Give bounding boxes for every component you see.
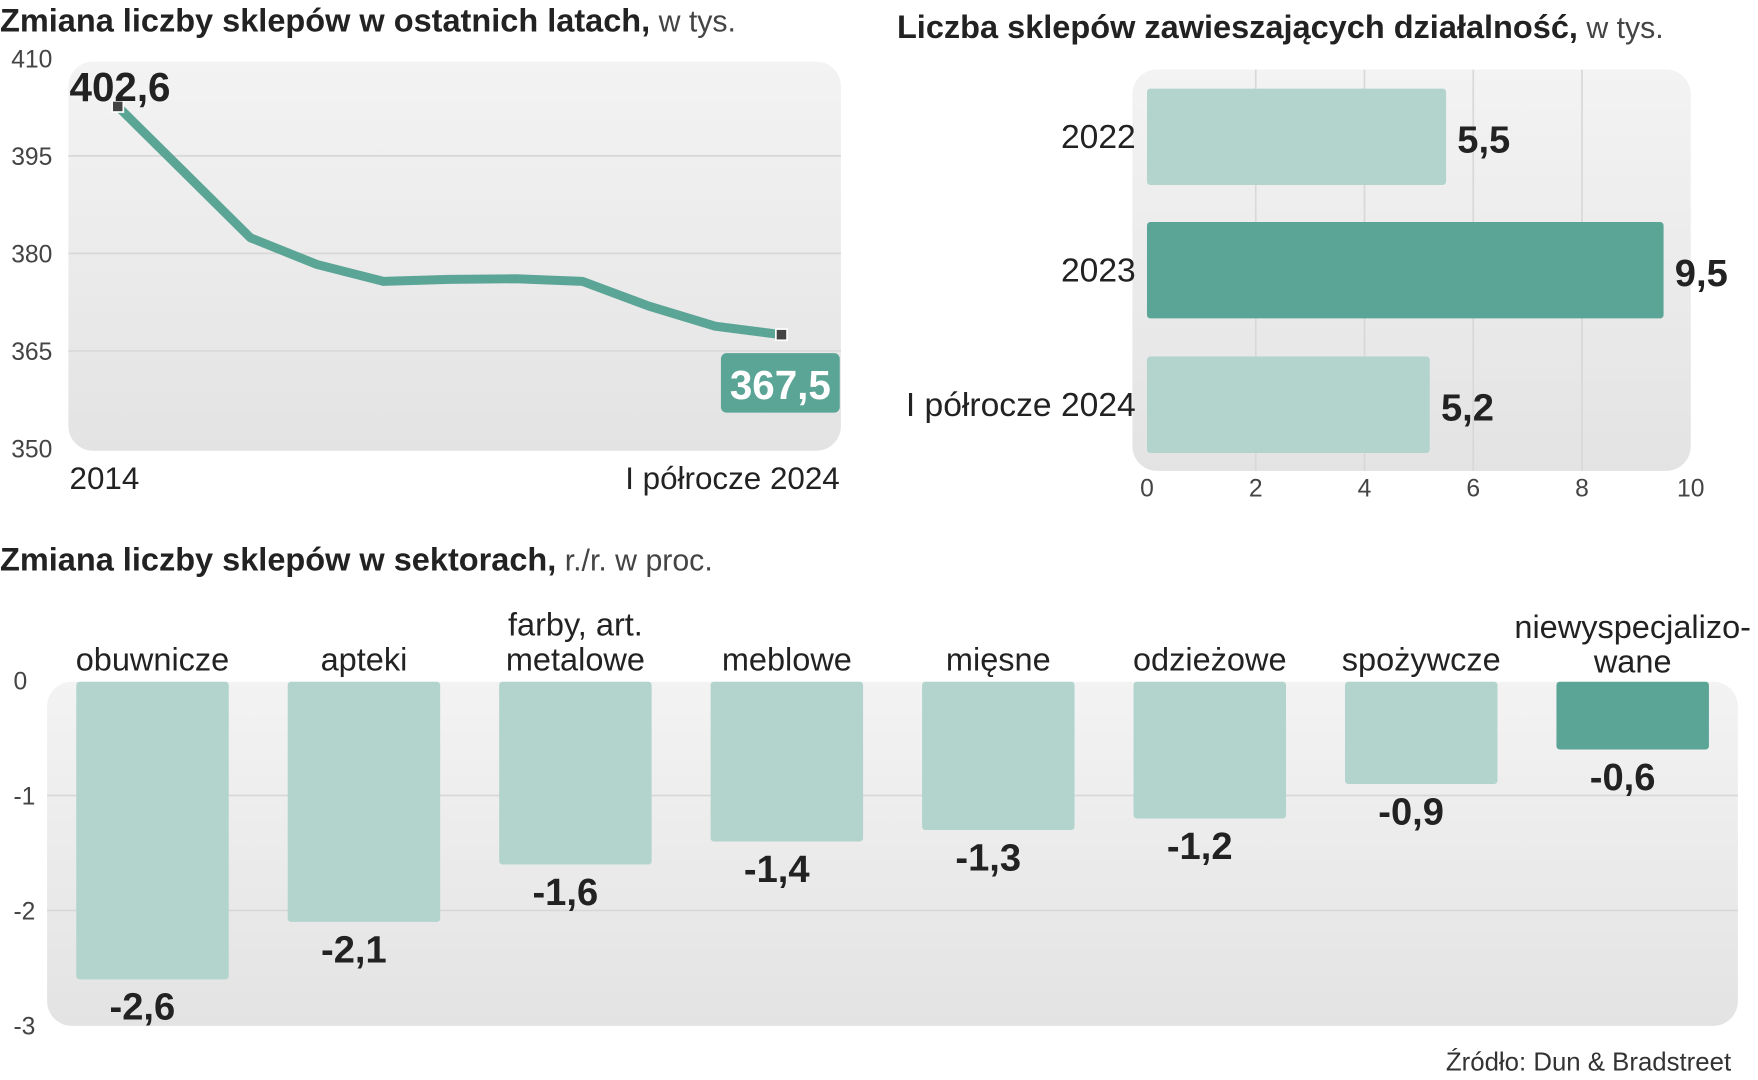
y-tick-label: 380: [11, 241, 52, 268]
bar-value-label: -0,6: [1590, 756, 1656, 799]
bar-value-label: 9,5: [1675, 252, 1728, 295]
end-value-label: 367,5: [730, 362, 831, 408]
bar: [287, 681, 441, 922]
bar-value-label: -1,3: [955, 836, 1021, 879]
bar: [1133, 681, 1287, 819]
x-label-end: I półrocze 2024: [625, 461, 840, 496]
data-point-marker: [111, 99, 125, 113]
category-label: niewyspecjalizo-: [1514, 609, 1751, 645]
category-label: wane: [1593, 644, 1672, 680]
bar-value-label: -1,4: [744, 848, 810, 891]
category-label: 2023: [1061, 252, 1136, 289]
bar: [710, 681, 864, 842]
bar-value-label: -2,1: [321, 928, 387, 971]
category-label: odzieżowe: [1133, 641, 1287, 677]
x-tick-label: 8: [1575, 476, 1589, 503]
y-tick-label: -1: [13, 783, 35, 810]
category-label: farby, art.: [508, 607, 643, 643]
end-value-badge: [720, 353, 840, 413]
y-tick-label: -3: [13, 1013, 35, 1040]
bar: [922, 681, 1075, 830]
plot-panel: [68, 61, 841, 451]
bar: [1146, 88, 1447, 185]
bar: [1556, 681, 1709, 750]
plot-panel: [47, 681, 1738, 1026]
bar: [499, 681, 652, 865]
category-label: 2022: [1061, 119, 1136, 156]
chart-title: Zmiana liczby sklepów w sektorach, r./r.…: [0, 542, 713, 578]
bar-value-label: -0,9: [1378, 790, 1444, 833]
x-tick-label: 6: [1466, 476, 1480, 503]
bar: [1146, 356, 1430, 453]
category-label: I półrocze 2024: [906, 387, 1136, 424]
y-tick-label: 395: [11, 144, 52, 171]
y-tick-label: 350: [11, 436, 52, 463]
y-tick-label: 410: [11, 46, 52, 73]
bar: [1344, 681, 1498, 784]
bar-value-label: -1,6: [532, 871, 598, 914]
x-tick-label: 2: [1249, 476, 1263, 503]
y-tick-label: 0: [13, 669, 27, 696]
bar: [76, 681, 229, 980]
category-label: spożywcze: [1342, 641, 1501, 677]
bar: [1146, 221, 1664, 319]
category-label: metalowe: [506, 641, 645, 677]
x-label-start: 2014: [70, 461, 140, 496]
x-tick-label: 10: [1677, 476, 1704, 503]
source-note: Źródło: Dun & Bradstreet: [1445, 1047, 1732, 1077]
category-label: apteki: [321, 641, 408, 677]
chart-title: Zmiana liczby sklepów w ostatnich latach…: [0, 2, 736, 38]
x-tick-label: 0: [1140, 476, 1154, 503]
bar-value-label: 5,5: [1457, 118, 1510, 161]
x-tick-label: 4: [1358, 476, 1372, 503]
bar-value-label: -1,2: [1167, 825, 1233, 868]
category-label: meblowe: [722, 641, 852, 677]
bar-value-label: 5,2: [1441, 386, 1494, 429]
start-value-label: 402,6: [70, 64, 171, 110]
y-tick-label: -2: [13, 898, 35, 925]
category-label: obuwnicze: [76, 641, 230, 677]
y-tick-label: 365: [11, 339, 52, 366]
data-line: [114, 103, 783, 340]
chart-title: Liczba sklepów zawieszających działalnoś…: [897, 9, 1664, 45]
category-label: mięsne: [946, 641, 1051, 677]
bar-value-label: -2,6: [110, 986, 176, 1029]
data-point-marker: [775, 328, 788, 342]
